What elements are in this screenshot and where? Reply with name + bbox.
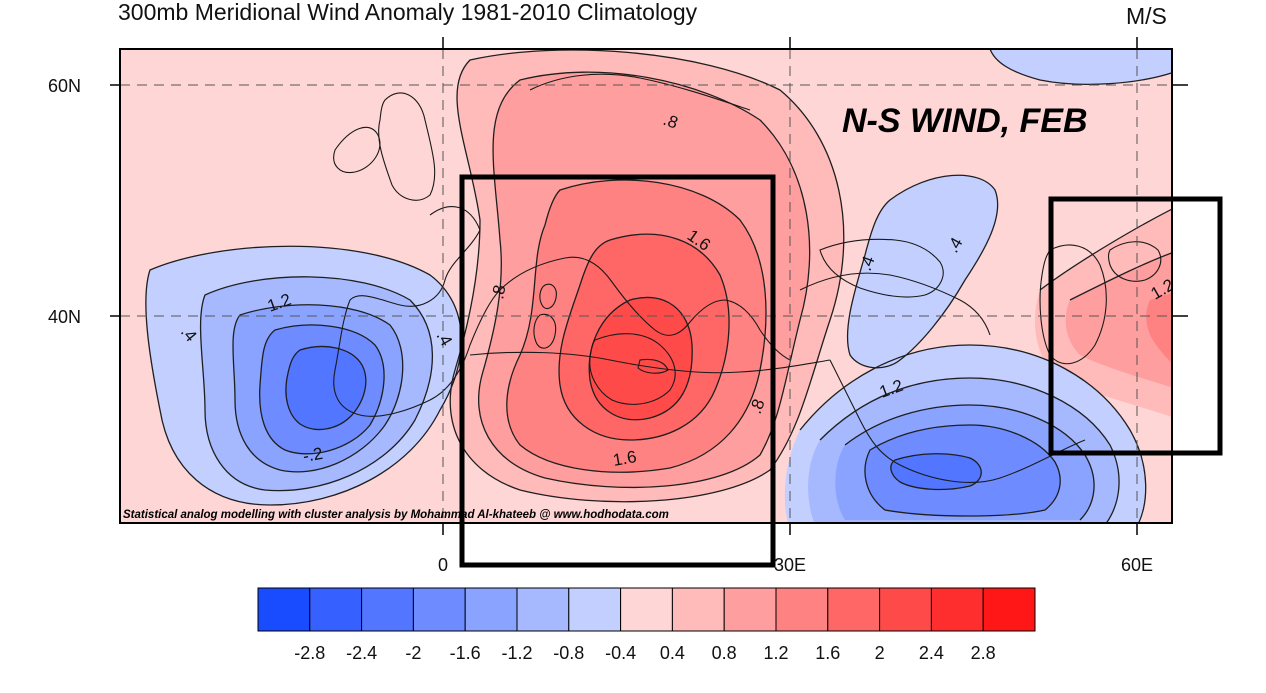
coast-baltic bbox=[529, 73, 751, 111]
colorbar-label: -0.8 bbox=[553, 643, 584, 663]
contour-label: 1.6 bbox=[611, 447, 638, 470]
contour-line bbox=[1069, 252, 1172, 301]
contour-band-east-0.8 bbox=[1065, 252, 1172, 388]
colorbar-swatch bbox=[723, 587, 777, 632]
positive-anomaly-east bbox=[1035, 209, 1172, 418]
colorbar-swatch bbox=[982, 587, 1036, 632]
contour-label: .4 bbox=[856, 254, 879, 274]
contour-line bbox=[799, 344, 1147, 523]
colorbar: -2.8 -2.4 -2 -1.6 -1.2 -0.8 -0.4 0.4 0.8 1.2 1.6 2 2… bbox=[257, 587, 1036, 663]
contour-line bbox=[199, 276, 434, 492]
negative-anomaly-southeast bbox=[784, 345, 1146, 523]
contour-line bbox=[819, 377, 1120, 523]
colorbar-label: -0.4 bbox=[605, 643, 636, 663]
month-stamp: N-S WIND, FEB bbox=[842, 102, 1088, 140]
contour-line bbox=[844, 404, 1095, 521]
contour-line bbox=[506, 179, 767, 473]
contour-line bbox=[449, 49, 845, 503]
colorbar-swatch bbox=[671, 587, 725, 632]
contour-line bbox=[232, 304, 404, 473]
colorbar-swatch bbox=[620, 587, 673, 632]
lon-label-0: 0 bbox=[438, 555, 448, 575]
colorbar-label: -1.2 bbox=[501, 643, 532, 663]
highlight-box-caspian bbox=[1048, 196, 1223, 456]
contour-line bbox=[989, 49, 1172, 85]
lat-label-60n: 60N bbox=[48, 76, 81, 96]
colorbar-swatch bbox=[361, 587, 414, 632]
coast-north-africa bbox=[469, 351, 831, 374]
contour-label: .8 bbox=[488, 283, 509, 300]
contour-line bbox=[285, 345, 367, 431]
contour-label: .8 bbox=[746, 397, 769, 417]
map-title: 300mb Meridional Wind Anomaly 1981-2010 … bbox=[118, 0, 698, 25]
colorbar-swatch bbox=[309, 587, 363, 632]
colorbar-label: 0.8 bbox=[712, 643, 737, 663]
lon-label-60e: 60E bbox=[1121, 555, 1153, 575]
coast-ireland bbox=[333, 126, 381, 174]
contour-label: .8 bbox=[661, 110, 681, 133]
tick-marks bbox=[110, 37, 1188, 535]
colorbar-swatch bbox=[879, 587, 932, 632]
coast-sicily bbox=[637, 358, 669, 374]
colorbar-label: 0.4 bbox=[660, 643, 685, 663]
contour-band-ne-0.4 bbox=[990, 49, 1172, 85]
positive-anomaly-center bbox=[450, 50, 844, 502]
coast-aral bbox=[1107, 241, 1162, 282]
coast-italy-balkans bbox=[499, 256, 791, 361]
colorbar-swatch bbox=[516, 587, 570, 632]
colorbar-swatch bbox=[257, 587, 311, 632]
colorbar-label: 2.8 bbox=[971, 643, 996, 663]
colorbar-label: 1.6 bbox=[815, 643, 840, 663]
colorbar-swatch bbox=[464, 587, 518, 632]
negative-anomaly-west bbox=[145, 246, 462, 505]
colorbar-label: -2.8 bbox=[294, 643, 325, 663]
colorbar-label: 1.2 bbox=[763, 643, 788, 663]
coast-levant-arabia bbox=[829, 359, 1086, 483]
contour-band-east-1.2 bbox=[1146, 292, 1172, 364]
contour-line bbox=[259, 324, 385, 455]
anomaly-field: .8 1.6 .8 .8 1.6 .4 .4 1.2 .4 -.2 1.2 1.… bbox=[120, 49, 1172, 523]
contour-line bbox=[890, 453, 982, 491]
coast-corsica bbox=[539, 283, 557, 310]
lat-label-40n: 40N bbox=[48, 307, 81, 327]
contour-line bbox=[558, 233, 730, 441]
coast-anatolia bbox=[799, 272, 991, 336]
coast-black-sea bbox=[819, 238, 944, 298]
contour-band-se-2.0 bbox=[890, 453, 982, 490]
contour-line bbox=[145, 245, 463, 506]
colorbar-label: -2 bbox=[405, 643, 421, 663]
coast-britain bbox=[378, 92, 436, 201]
colorbar-label: -1.6 bbox=[450, 643, 481, 663]
contour-band-blacksea-0.4 bbox=[847, 175, 998, 368]
contour-line bbox=[864, 424, 1061, 517]
negative-anomaly-northeast bbox=[847, 49, 1172, 368]
colorbar-swatch bbox=[412, 587, 466, 632]
highlight-box-mediterranean bbox=[459, 174, 776, 568]
colorbar-swatch bbox=[930, 587, 984, 632]
units-label: M/S bbox=[1126, 3, 1167, 29]
colorbar-label: -2.4 bbox=[346, 643, 377, 663]
contour-band-2.0 bbox=[589, 297, 693, 420]
contour-label: -.2 bbox=[301, 444, 324, 466]
contour-line bbox=[1039, 208, 1172, 291]
colorbar-label: 2.4 bbox=[919, 643, 944, 663]
credit-text: Statistical analog modelling with cluste… bbox=[123, 509, 669, 521]
contour-line bbox=[846, 174, 999, 369]
graticule bbox=[120, 49, 1172, 523]
colorbar-swatch bbox=[827, 587, 881, 632]
coast-sardinia bbox=[533, 313, 557, 349]
colorbar-swatch bbox=[568, 587, 622, 632]
colorbar-label: 2 bbox=[875, 643, 885, 663]
contour-line bbox=[478, 71, 811, 489]
contour-lines bbox=[145, 49, 1172, 523]
colorbar-swatch bbox=[775, 587, 829, 632]
lon-label-30e: 30E bbox=[774, 555, 806, 575]
coast-caspian bbox=[1039, 244, 1107, 365]
plot-frame bbox=[119, 48, 1173, 524]
